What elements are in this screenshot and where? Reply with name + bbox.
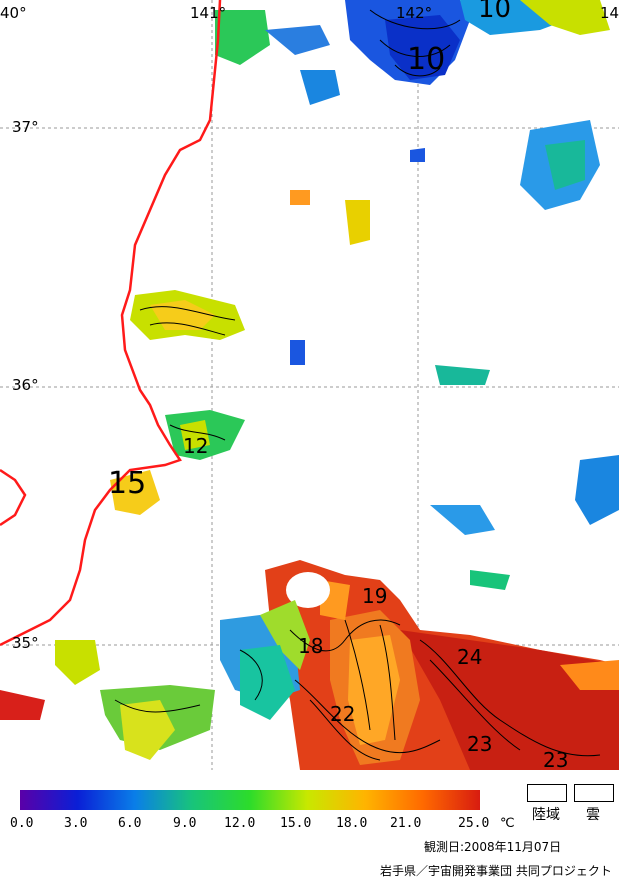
cloud-swatch xyxy=(574,784,614,802)
lon-label-140: 40° xyxy=(0,4,27,22)
legend-tick: 18.0 xyxy=(336,816,368,831)
lat-label-36: 36° xyxy=(12,376,39,394)
cold-water-patches xyxy=(55,0,619,685)
land-label: 陸域 xyxy=(532,807,560,823)
coastline-west xyxy=(0,468,27,527)
temperature-color-bar xyxy=(20,790,480,810)
contour-label: 18 xyxy=(298,634,324,658)
legend-tick: 3.0 xyxy=(64,816,88,831)
contour-label: 12 xyxy=(183,434,209,458)
legend-tick: 25.0 xyxy=(458,816,490,831)
contour-label: 23 xyxy=(543,748,569,772)
legend-tick: 0.0 xyxy=(10,816,34,831)
contour-label: 23 xyxy=(467,732,493,756)
graticule xyxy=(0,0,619,770)
observation-date: 観測日:2008年11月07日 xyxy=(424,840,562,854)
contour-label: 24 xyxy=(457,645,483,669)
lat-label-37: 37° xyxy=(12,118,39,136)
lon-label-142: 142° xyxy=(396,4,433,22)
warm-water-region xyxy=(0,560,619,770)
legend-tick: 6.0 xyxy=(118,816,142,831)
contour-label: 15 xyxy=(108,466,147,501)
land-swatch xyxy=(527,784,567,802)
legend-tick: 12.0 xyxy=(224,816,256,831)
sea-surface-temperature-map xyxy=(0,0,619,770)
credit-text: 岩手県／宇宙開発事業団 共同プロジェクト xyxy=(380,864,612,878)
legend-tick: 9.0 xyxy=(173,816,197,831)
legend-tick: 21.0 xyxy=(390,816,422,831)
lon-label-141: 141° xyxy=(190,4,227,22)
contour-label: 10 xyxy=(478,0,512,24)
contour-label: 19 xyxy=(362,584,388,608)
contour-label: 10 xyxy=(407,42,446,77)
isotherm-lines xyxy=(114,9,601,761)
coastline xyxy=(0,0,222,647)
cloud-label: 雲 xyxy=(586,807,600,823)
lat-label-35: 35° xyxy=(12,634,39,652)
contour-label: 22 xyxy=(330,702,356,726)
lon-label-143: 14 xyxy=(600,4,619,22)
legend-tick: 15.0 xyxy=(280,816,312,831)
legend-unit: ℃ xyxy=(500,816,515,831)
